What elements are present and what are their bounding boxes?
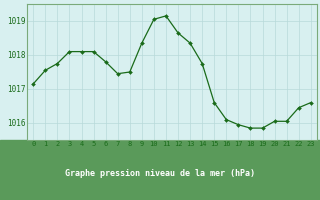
Text: Graphe pression niveau de la mer (hPa): Graphe pression niveau de la mer (hPa) xyxy=(65,170,255,178)
